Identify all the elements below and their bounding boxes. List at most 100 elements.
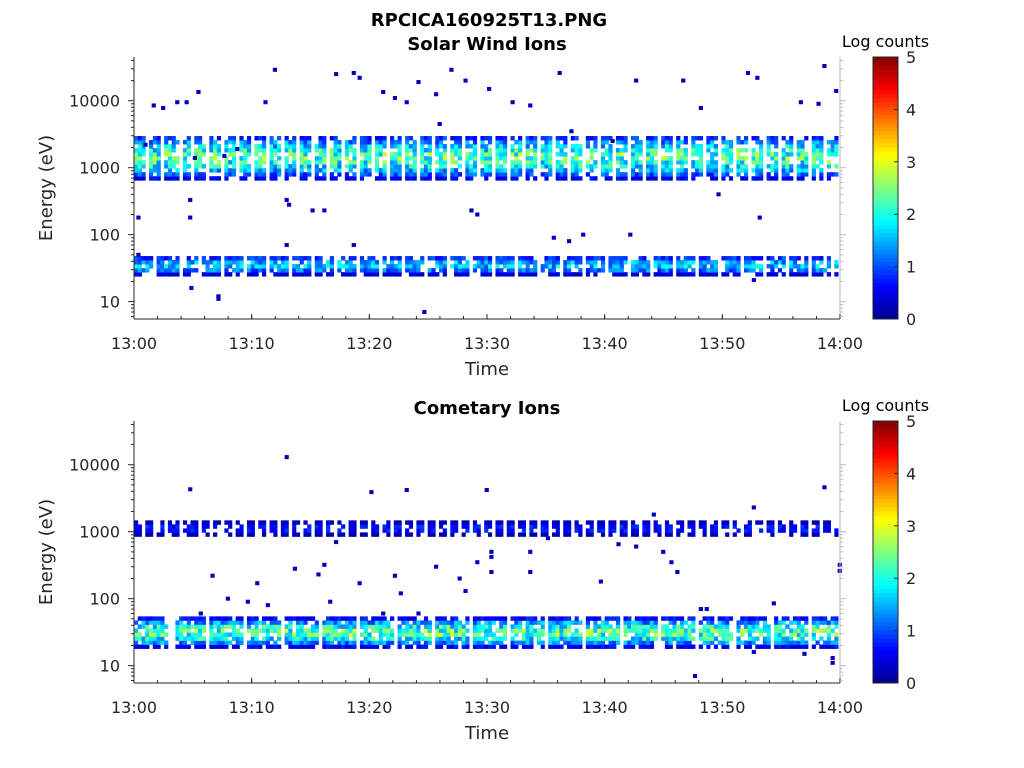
spectrogram-cell [239, 632, 244, 637]
spectrogram-cell [363, 136, 368, 141]
spectrogram-cell [510, 164, 515, 169]
spectrogram-cell [209, 268, 214, 273]
spectrogram-cell [834, 528, 839, 533]
spectrogram-cell [235, 264, 240, 269]
spectrogram-cell [578, 620, 583, 625]
spectrogram-cell [423, 644, 429, 649]
spectrogram-cell [578, 644, 583, 649]
spectrogram-cell [589, 628, 594, 633]
spectrogram-cell [408, 260, 414, 265]
spectrogram-cell [280, 264, 286, 269]
spectrogram-cell [438, 524, 444, 529]
spectrogram-cell [344, 152, 350, 157]
colorbar-step [873, 421, 898, 426]
spectrogram-cell [653, 524, 658, 529]
spectrogram-cell [152, 168, 157, 173]
spectrogram-cell [585, 616, 591, 621]
spectrogram-cell [167, 176, 173, 181]
spectrogram-cell [190, 640, 195, 645]
spectrogram-cell [600, 160, 606, 165]
spectrogram-cell [408, 636, 414, 641]
spectrogram-cell [435, 636, 440, 641]
cometary-ions-panel: 13:00 13:10 13:20 13:30 13:40 13:50 14:0010100… [36, 396, 929, 744]
spectrogram-cell [145, 260, 150, 265]
spectrogram-cell [258, 256, 263, 261]
spectrogram-cell [423, 640, 429, 645]
spectrogram-cell [318, 524, 323, 529]
spectrogram-cell [781, 148, 786, 153]
spectrogram-cell [465, 640, 470, 645]
spectrogram-cell [525, 176, 530, 181]
spectrogram-cell [634, 260, 639, 265]
spectrogram-cell [713, 624, 719, 629]
spectrogram-cell [623, 140, 628, 145]
spectrogram-cell [461, 628, 466, 633]
spectrogram-cell [186, 136, 191, 141]
spectrogram-cell [152, 616, 157, 621]
spectrogram-cell [386, 532, 391, 537]
spectrogram-cell [518, 628, 523, 633]
spectrogram-cell [815, 528, 820, 533]
spectrogram-cell [284, 136, 289, 141]
spectrogram-cell [288, 152, 293, 157]
spectrogram-cell [822, 485, 827, 490]
spectrogram-cell [363, 644, 368, 649]
spectrogram-cell [676, 636, 681, 641]
spectrogram-cell [830, 620, 835, 625]
spectrogram-cell [423, 176, 429, 181]
spectrogram-cell [235, 272, 240, 277]
spectrogram-cell [359, 160, 365, 165]
colorbar-step [873, 286, 898, 291]
spectrogram-cell [661, 164, 666, 169]
spectrogram-cell [789, 532, 794, 537]
spectrogram-cell [676, 156, 681, 161]
spectrogram-cell [367, 620, 372, 625]
spectrogram-cell [518, 256, 523, 261]
spectrogram-cell [344, 172, 350, 177]
spectrogram-cell [518, 520, 523, 525]
spectrogram-cell [367, 264, 372, 269]
spectrogram-cell [653, 616, 658, 621]
spectrogram-cell [484, 144, 489, 149]
spectrogram-cell [152, 148, 157, 153]
spectrogram-cell [691, 164, 696, 169]
spectrogram-cell [804, 644, 809, 649]
spectrogram-cell [619, 520, 624, 525]
spectrogram-cell [563, 524, 568, 529]
spectrogram-cell [834, 624, 839, 629]
spectrogram-cell [672, 624, 677, 629]
spectrogram-cell [816, 101, 821, 106]
spectrogram-cell [461, 632, 466, 637]
spectrogram-cell [269, 260, 274, 265]
spectrogram-cell [397, 260, 402, 265]
spectrogram-cell [570, 144, 575, 149]
spectrogram-cell [781, 260, 786, 265]
spectrogram-cell [687, 624, 692, 629]
spectrogram-cell [484, 136, 489, 141]
spectrogram-cell [631, 620, 636, 625]
spectrogram-cell [420, 644, 425, 649]
spectrogram-cell [465, 264, 470, 269]
spectrogram-cell [382, 528, 387, 533]
spectrogram-cell [363, 148, 368, 153]
spectrogram-cell [781, 628, 786, 633]
spectrogram-cell [484, 176, 489, 181]
spectrogram-cell [728, 144, 734, 149]
spectrogram-cell [706, 168, 711, 173]
spectrogram-cell [510, 644, 515, 649]
spectrogram-cell [431, 268, 436, 273]
spectrogram-cell [725, 532, 730, 537]
spectrogram-cell [442, 176, 447, 181]
spectrogram-cell [804, 532, 809, 537]
spectrogram-cell [408, 144, 414, 149]
spectrogram-cell [292, 528, 297, 533]
spectrogram-cell [231, 268, 237, 273]
spectrogram-cell [574, 144, 579, 149]
colorbar-step [873, 650, 898, 655]
spectrogram-cell [544, 264, 549, 269]
spectrogram-cell [574, 148, 579, 153]
spectrogram-cell [811, 172, 816, 177]
spectrogram-cell [292, 256, 297, 261]
spectrogram-cell [254, 640, 259, 645]
spectrogram-cell [450, 520, 455, 525]
